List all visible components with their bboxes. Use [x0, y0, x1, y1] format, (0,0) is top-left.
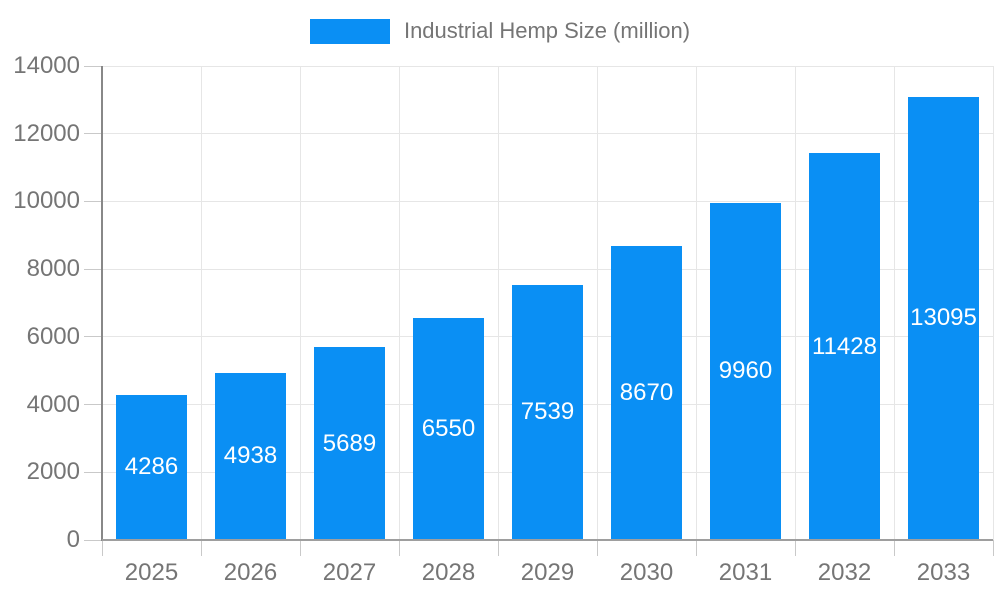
y-axis-tick-label: 10000: [13, 187, 80, 215]
legend-label: Industrial Hemp Size (million): [403, 18, 691, 43]
x-axis-tick-label: 2025: [124, 559, 179, 586]
y-axis-tick: [84, 133, 102, 135]
x-gridline: [893, 66, 895, 540]
y-gridline: [102, 65, 993, 67]
bar-value-label: 6550: [421, 415, 476, 443]
y-axis-tick-label: 12000: [13, 119, 80, 147]
y-axis-tick-label: 8000: [26, 255, 80, 283]
bar-value-label: 7539: [520, 398, 575, 426]
x-gridline: [497, 66, 499, 540]
x-axis-tick: [101, 540, 103, 556]
y-gridline: [102, 200, 993, 202]
bar: 13095: [908, 96, 979, 540]
legend-swatch-icon: [309, 18, 390, 44]
x-axis-tick: [299, 540, 301, 556]
y-axis-tick-label: 0: [66, 526, 80, 553]
bar: 5689: [314, 347, 385, 540]
y-gridline: [102, 133, 993, 135]
x-axis-tick: [893, 540, 895, 556]
x-axis-tick-label: 2029: [520, 559, 575, 586]
x-axis-tick: [200, 540, 202, 556]
x-axis-tick: [398, 540, 400, 556]
bar-value-label: 9960: [718, 357, 773, 385]
x-axis-tick: [794, 540, 796, 556]
y-axis-tick-label: 4000: [26, 390, 80, 418]
x-axis-tick-label: 2026: [223, 559, 278, 586]
bar: 11428: [809, 153, 880, 540]
y-axis-tick: [84, 65, 102, 67]
x-axis-tick-label: 2027: [322, 559, 377, 586]
x-axis-tick-label: 2033: [916, 559, 971, 586]
y-axis-tick: [84, 404, 102, 406]
x-gridline: [596, 66, 598, 540]
x-gridline: [200, 66, 202, 540]
x-axis-tick-label: 2030: [619, 559, 674, 586]
y-axis-tick-label: 14000: [13, 52, 80, 79]
y-axis-tick: [84, 336, 102, 338]
bar-value-label: 8670: [619, 379, 674, 407]
x-axis-tick-label: 2028: [421, 559, 476, 586]
bar: 9960: [710, 202, 781, 540]
y-axis-line: [101, 66, 103, 541]
bar-value-label: 13095: [910, 304, 977, 332]
bar: 7539: [512, 284, 583, 540]
bar-value-label: 11428: [812, 332, 877, 360]
bar-value-label: 4938: [223, 442, 278, 470]
x-gridline: [695, 66, 697, 540]
y-axis-tick: [84, 471, 102, 473]
bar: 4938: [215, 372, 286, 540]
x-axis-tick-label: 2032: [817, 559, 872, 586]
x-gridline: [299, 66, 301, 540]
x-axis-tick: [596, 540, 598, 556]
bar: 8670: [611, 246, 682, 540]
y-axis-tick-label: 6000: [26, 322, 80, 350]
x-gridline: [398, 66, 400, 540]
x-axis-line: [102, 539, 993, 541]
x-gridline: [992, 66, 994, 540]
y-gridline: [102, 268, 993, 270]
y-axis-tick-label: 2000: [26, 458, 80, 486]
x-axis-tick: [497, 540, 499, 556]
y-axis-tick: [84, 268, 102, 270]
x-gridline: [794, 66, 796, 540]
y-axis-tick: [84, 200, 102, 202]
x-axis-tick: [992, 540, 994, 556]
x-axis-tick: [695, 540, 697, 556]
legend: Industrial Hemp Size (million): [0, 18, 1000, 44]
y-axis-tick: [84, 539, 102, 541]
bar-value-label: 4286: [124, 453, 179, 481]
bar: 6550: [413, 318, 484, 540]
x-axis-tick-label: 2031: [718, 559, 773, 586]
bar-value-label: 5689: [322, 429, 377, 457]
bar: 4286: [116, 394, 187, 540]
